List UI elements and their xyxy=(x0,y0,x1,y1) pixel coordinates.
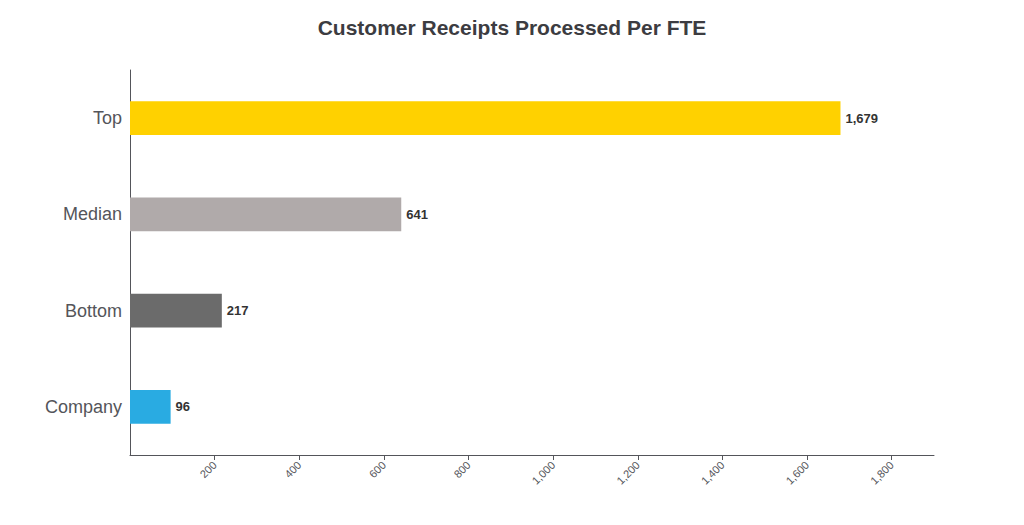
svg-text:1,000: 1,000 xyxy=(529,459,557,487)
svg-text:Median: Median xyxy=(63,204,122,224)
svg-text:217: 217 xyxy=(227,303,249,318)
svg-text:Customer Receipts Processed Pe: Customer Receipts Processed Per FTE xyxy=(318,16,707,39)
svg-text:96: 96 xyxy=(176,399,190,414)
svg-text:1,200: 1,200 xyxy=(614,459,642,487)
svg-text:Company: Company xyxy=(45,397,122,417)
svg-text:Top: Top xyxy=(93,108,122,128)
svg-text:1,800: 1,800 xyxy=(868,459,896,487)
svg-text:1,679: 1,679 xyxy=(845,111,878,126)
svg-text:1,400: 1,400 xyxy=(699,459,727,487)
svg-text:800: 800 xyxy=(451,459,472,480)
svg-text:641: 641 xyxy=(406,207,428,222)
svg-text:1,600: 1,600 xyxy=(783,459,811,487)
svg-text:400: 400 xyxy=(282,459,303,480)
svg-text:600: 600 xyxy=(367,459,388,480)
svg-text:200: 200 xyxy=(197,459,218,480)
svg-text:Bottom: Bottom xyxy=(65,301,122,321)
